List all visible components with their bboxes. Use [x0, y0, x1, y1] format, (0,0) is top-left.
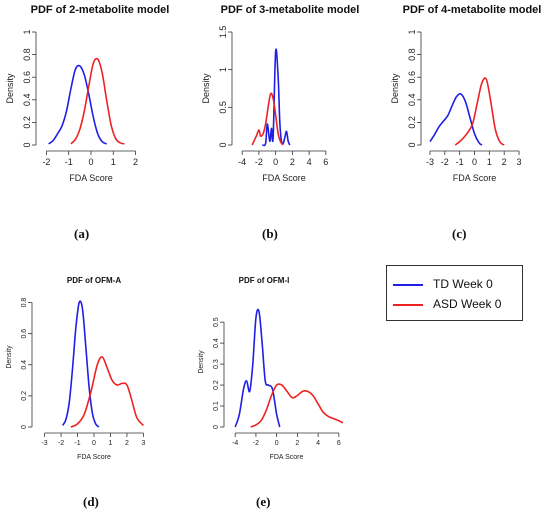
y-tick-label-c: 0.4 [407, 94, 417, 107]
series-line-c-asd [454, 77, 505, 146]
x-tick-label-b: 4 [307, 157, 312, 167]
x-tick-label-c: 2 [502, 157, 507, 167]
x-tick-label-e: 6 [337, 440, 341, 447]
y-tick-label-e: 0.1 [213, 401, 220, 411]
y-tick-label-a: 0.8 [22, 48, 32, 61]
x-tick-label-c: 0 [472, 157, 477, 167]
x-tick-label-d: 0 [92, 440, 96, 447]
x-tick-label-d: 1 [109, 440, 113, 447]
x-tick-label-a: -2 [42, 157, 50, 167]
y-tick-label-a: 0 [22, 142, 32, 147]
y-tick-label-a: 0.6 [22, 71, 32, 84]
caption-b: (b) [262, 226, 278, 241]
y-axis-label-a: Density [5, 73, 15, 104]
y-tick-label-e: 0.2 [213, 380, 220, 390]
legend-swatch-td [393, 284, 423, 286]
x-axis-label-e: FDA Score [270, 454, 304, 461]
legend: TD Week 0 ASD Week 0 [386, 265, 523, 321]
caption-d: (d) [83, 494, 99, 509]
x-tick-label-d: -3 [41, 440, 47, 447]
x-tick-label-e: 4 [316, 440, 320, 447]
x-tick-label-d: 2 [125, 440, 129, 447]
y-tick-label-b: 0.5 [218, 101, 228, 114]
y-tick-label-d: 0.2 [21, 391, 28, 401]
x-tick-label-c: -1 [456, 157, 464, 167]
x-tick-label-d: 3 [141, 440, 145, 447]
x-tick-label-d: -2 [58, 440, 64, 447]
series-line-d-asd [70, 356, 145, 428]
x-tick-label-a: 0 [88, 157, 93, 167]
y-axis-label-b: Density [201, 73, 211, 104]
y-tick-label-b: 1.5 [218, 26, 228, 39]
x-tick-label-a: -1 [65, 157, 73, 167]
x-tick-label-b: -4 [238, 157, 246, 167]
series-line-a-td [48, 64, 107, 145]
chart-title-b: PDF of 3-metabolite model [221, 4, 360, 16]
x-tick-label-b: 2 [290, 157, 295, 167]
x-tick-label-d: -1 [74, 440, 80, 447]
chart-panel-b: PDF of 3-metabolite model -4 -2 0 2 4 6 0 0.5 1 1.… [201, 4, 359, 183]
y-tick-label-c: 0 [407, 142, 417, 147]
x-tick-label-b: -2 [255, 157, 263, 167]
x-tick-label-e: -4 [232, 440, 238, 447]
y-tick-label-e: 0.4 [213, 338, 220, 348]
chart-panel-a: PDF of 2-metabolite model -2 -1 0 1 2 0 0.2 0.4 0… [5, 4, 169, 183]
chart-title-d: PDF of OFM-A [67, 276, 121, 285]
series-line-b-asd [251, 92, 284, 146]
series-line-c-td [429, 93, 483, 146]
series-line-a-asd [70, 57, 125, 145]
x-tick-label-b: 0 [273, 157, 278, 167]
chart-title-c: PDF of 4-metabolite model [403, 4, 542, 16]
legend-label-td: TD Week 0 [433, 277, 493, 291]
y-tick-label-d: 0.4 [21, 360, 28, 370]
x-axis-label-c: FDA Score [453, 173, 497, 183]
y-axis-label-d: Density [6, 345, 13, 369]
chart-panel-c: PDF of 4-metabolite model-3 -2 -1 0 1 2 300.20… [390, 4, 541, 183]
y-tick-label-c: 0.2 [407, 116, 417, 129]
chart-panel-d: PDF of OFM-A -3 -2 -1 0 1 2 3 0 0.2 0.4 0.6 0.8 FDA S… [6, 276, 145, 461]
x-tick-label-e: 0 [275, 440, 279, 447]
series-line-b-td [261, 48, 291, 147]
x-tick-label-a: 2 [133, 157, 138, 167]
x-tick-label-b: 6 [323, 157, 328, 167]
x-tick-label-c: 3 [517, 157, 522, 167]
legend-swatch-asd [393, 304, 423, 306]
y-tick-label-d: 0.6 [21, 329, 28, 339]
x-axis-label-b: FDA Score [262, 173, 306, 183]
legend-label-asd: ASD Week 0 [433, 297, 502, 311]
series-line-e-asd [250, 383, 344, 428]
x-tick-label-e: 2 [295, 440, 299, 447]
y-tick-label-d: 0.8 [21, 298, 28, 308]
y-tick-label-e: 0.5 [213, 317, 220, 327]
y-tick-label-a: 1 [22, 29, 32, 34]
x-tick-label-c: -2 [441, 157, 449, 167]
series-line-e-td [234, 308, 281, 428]
x-tick-label-c: -3 [426, 157, 434, 167]
y-tick-label-c: 1 [407, 29, 417, 34]
y-tick-label-b: 0 [218, 142, 228, 147]
y-axis-label-c: Density [390, 73, 400, 104]
y-tick-label-d: 0 [21, 425, 28, 429]
y-axis-label-e: Density [198, 350, 205, 374]
caption-a: (a) [74, 226, 90, 241]
chart-title-e: PDF of OFM-I [239, 276, 290, 285]
x-tick-label-a: 1 [111, 157, 116, 167]
x-axis-label-a: FDA Score [69, 173, 113, 183]
y-tick-label-c: 0.8 [407, 48, 417, 61]
y-tick-label-c: 0.6 [407, 71, 417, 84]
x-tick-label-c: 1 [487, 157, 492, 167]
chart-panel-e: PDF of OFM-I -4 -2 0 2 4 6 0 0.1 0.2 0.3 0.4 0.5 FDA … [198, 276, 344, 461]
x-axis-label-d: FDA Score [77, 454, 111, 461]
caption-c: (c) [452, 226, 467, 241]
y-tick-label-a: 0.2 [22, 116, 32, 129]
y-tick-label-a: 0.4 [22, 94, 32, 107]
chart-title-a: PDF of 2-metabolite model [31, 4, 170, 16]
series-line-d-td [62, 300, 100, 428]
y-tick-label-e: 0 [213, 425, 220, 429]
caption-e: (e) [256, 494, 271, 509]
y-tick-label-b: 1 [218, 67, 228, 72]
y-tick-label-e: 0.3 [213, 359, 220, 369]
x-tick-label-e: -2 [253, 440, 259, 447]
